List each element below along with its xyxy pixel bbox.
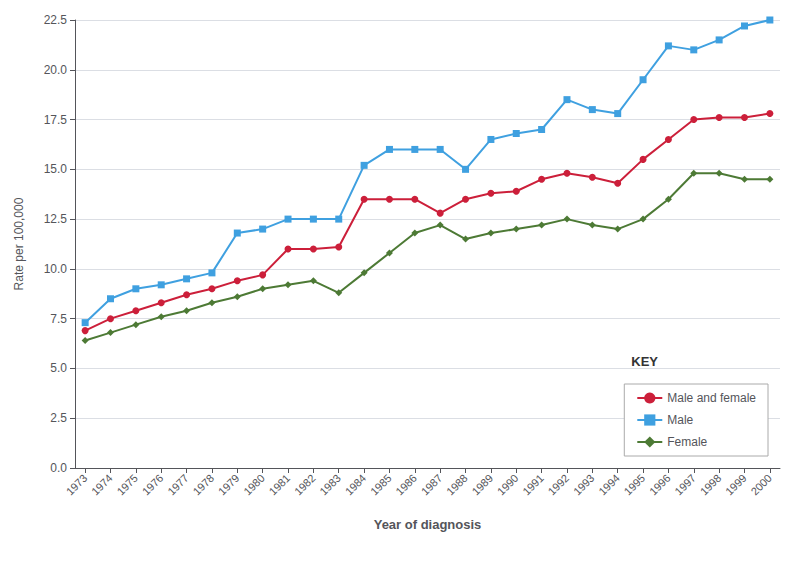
svg-text:12.5: 12.5 <box>44 212 68 226</box>
svg-text:1993: 1993 <box>571 472 597 498</box>
svg-text:Rate per 100,000: Rate per 100,000 <box>12 197 26 290</box>
svg-text:Male and female: Male and female <box>667 391 756 405</box>
svg-text:1987: 1987 <box>419 472 445 498</box>
svg-text:Male: Male <box>667 413 693 427</box>
svg-text:1994: 1994 <box>596 472 622 498</box>
svg-text:1996: 1996 <box>647 472 673 498</box>
svg-text:KEY: KEY <box>631 354 658 369</box>
svg-text:1989: 1989 <box>469 472 495 498</box>
svg-text:1984: 1984 <box>343 472 369 498</box>
svg-text:1977: 1977 <box>165 472 191 498</box>
svg-text:1992: 1992 <box>545 472 571 498</box>
svg-text:1982: 1982 <box>292 472 318 498</box>
svg-text:1983: 1983 <box>317 472 343 498</box>
svg-text:1998: 1998 <box>698 472 724 498</box>
svg-text:1997: 1997 <box>672 472 698 498</box>
svg-text:22.5: 22.5 <box>44 13 68 27</box>
svg-text:5.0: 5.0 <box>50 361 67 375</box>
svg-text:1999: 1999 <box>723 472 749 498</box>
svg-text:1988: 1988 <box>444 472 470 498</box>
svg-text:1978: 1978 <box>190 472 216 498</box>
svg-text:1990: 1990 <box>495 472 521 498</box>
svg-text:15.0: 15.0 <box>44 162 68 176</box>
svg-text:17.5: 17.5 <box>44 113 68 127</box>
svg-text:Female: Female <box>667 435 707 449</box>
svg-text:1976: 1976 <box>140 472 166 498</box>
svg-text:1985: 1985 <box>368 472 394 498</box>
svg-text:1995: 1995 <box>622 472 648 498</box>
svg-text:1974: 1974 <box>89 472 115 498</box>
svg-text:1975: 1975 <box>114 472 140 498</box>
svg-text:20.0: 20.0 <box>44 63 68 77</box>
svg-text:1980: 1980 <box>241 472 267 498</box>
svg-text:1981: 1981 <box>266 472 292 498</box>
svg-text:1973: 1973 <box>64 472 90 498</box>
svg-text:2.5: 2.5 <box>50 411 67 425</box>
svg-text:1979: 1979 <box>216 472 242 498</box>
svg-text:Year of diagnosis: Year of diagnosis <box>374 517 482 532</box>
svg-text:7.5: 7.5 <box>50 312 67 326</box>
svg-text:1991: 1991 <box>520 472 546 498</box>
svg-text:1986: 1986 <box>393 472 419 498</box>
svg-text:2000: 2000 <box>748 472 774 498</box>
svg-text:0.0: 0.0 <box>50 461 67 475</box>
svg-text:10.0: 10.0 <box>44 262 68 276</box>
